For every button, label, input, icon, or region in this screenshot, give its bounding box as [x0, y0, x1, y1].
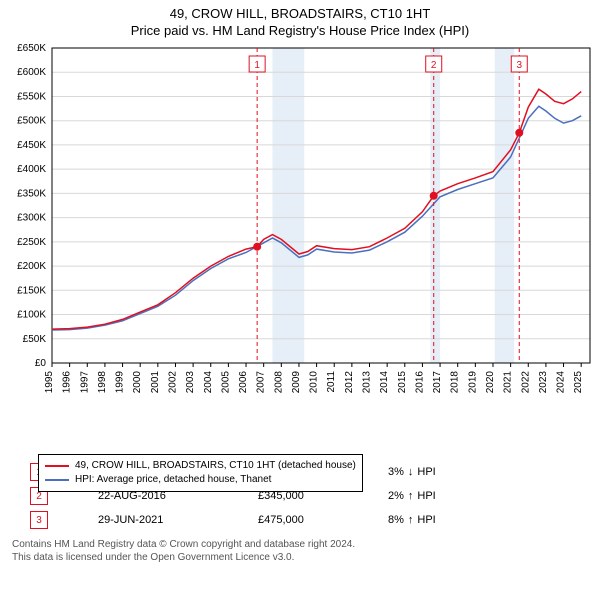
legend-label: 49, CROW HILL, BROADSTAIRS, CT10 1HT (de…	[75, 459, 356, 473]
x-tick-label: 2016	[414, 371, 425, 394]
sale-entry-hpi: 2% ↑HPI	[388, 490, 436, 502]
x-tick-label: 2011	[326, 371, 337, 393]
chart-area: £0 £50K £100K £150K £200K £250K £300K £350K £400…	[0, 38, 600, 418]
recession-band	[272, 48, 304, 363]
x-tick-label: 2001	[150, 371, 161, 394]
arrow-up-icon: ↑	[408, 490, 414, 502]
x-tick-label: 1995	[44, 371, 55, 394]
y-tick-label: £550K	[17, 91, 46, 102]
x-tick-label: 2006	[238, 371, 249, 394]
y-tick-label: £650K	[17, 43, 46, 54]
footer-line-2: This data is licensed under the Open Gov…	[12, 551, 588, 564]
sale-entry-price: £475,000	[258, 514, 338, 526]
recession-band	[495, 48, 514, 363]
price-chart: £0 £50K £100K £150K £200K £250K £300K £350K £400…	[0, 38, 600, 418]
x-tick-label: 2009	[291, 371, 302, 394]
footer-licence: Contains HM Land Registry data © Crown c…	[0, 532, 600, 564]
y-tick-label: £400K	[17, 164, 46, 175]
sale-entry-hpi: 3% ↓HPI	[388, 466, 436, 478]
x-tick-label: 2002	[167, 371, 178, 394]
y-tick-label: £200K	[17, 261, 46, 272]
x-tick-label: 1998	[97, 371, 108, 394]
title-sub: Price paid vs. HM Land Registry's House …	[0, 23, 600, 38]
sale-entry-hpi: 8% ↑HPI	[388, 514, 436, 526]
hpi-label: HPI	[417, 490, 435, 502]
x-tick-label: 2010	[309, 371, 320, 394]
x-tick-label: 2017	[432, 371, 443, 394]
hpi-pct: 3%	[388, 466, 404, 478]
y-tick-label: £100K	[17, 310, 46, 321]
sale-flag-number: 1	[254, 60, 260, 71]
x-tick-label: 2015	[397, 371, 408, 394]
arrow-down-icon: ↓	[408, 466, 414, 478]
y-tick-label: £350K	[17, 188, 46, 199]
y-tick-label: £300K	[17, 213, 46, 224]
x-tick-label: 2023	[538, 371, 549, 394]
x-tick-label: 2007	[256, 371, 267, 394]
legend-swatch	[45, 465, 69, 467]
y-tick-label: £0	[35, 358, 47, 369]
y-tick-label: £600K	[17, 67, 46, 78]
legend-swatch	[45, 479, 69, 481]
sale-marker	[430, 192, 438, 200]
sale-marker	[253, 243, 261, 251]
sale-flag-number: 3	[516, 60, 522, 71]
legend-item: HPI: Average price, detached house, Than…	[45, 473, 356, 487]
footer-line-1: Contains HM Land Registry data © Crown c…	[12, 538, 588, 551]
x-tick-label: 2003	[185, 371, 196, 394]
x-tick-label: 2000	[132, 371, 143, 394]
y-tick-label: £50K	[23, 334, 47, 345]
hpi-label: HPI	[417, 514, 435, 526]
x-tick-label: 2019	[467, 371, 478, 394]
y-tick-label: £450K	[17, 140, 46, 151]
legend: 49, CROW HILL, BROADSTAIRS, CT10 1HT (de…	[38, 454, 363, 492]
title-main: 49, CROW HILL, BROADSTAIRS, CT10 1HT	[0, 6, 600, 21]
x-tick-label: 2014	[379, 371, 390, 394]
sale-entry-date: 29-JUN-2021	[98, 514, 208, 526]
x-tick-label: 2024	[556, 371, 567, 394]
x-tick-label: 2008	[273, 371, 284, 394]
x-tick-label: 2004	[203, 371, 214, 394]
x-tick-label: 2025	[573, 371, 584, 394]
sale-entry-badge: 3	[30, 511, 48, 529]
hpi-pct: 2%	[388, 490, 404, 502]
chart-titles: 49, CROW HILL, BROADSTAIRS, CT10 1HT Pri…	[0, 0, 600, 38]
y-tick-label: £150K	[17, 285, 46, 296]
x-tick-label: 2005	[220, 371, 231, 394]
sale-entry-row: 3 29-JUN-2021 £475,000 8% ↑HPI	[0, 508, 600, 532]
x-tick-label: 2020	[485, 371, 496, 394]
legend-item: 49, CROW HILL, BROADSTAIRS, CT10 1HT (de…	[45, 459, 356, 473]
x-tick-label: 2012	[344, 371, 355, 394]
x-tick-label: 1997	[79, 371, 90, 394]
y-tick-label: £500K	[17, 116, 46, 127]
legend-label: HPI: Average price, detached house, Than…	[75, 473, 271, 487]
arrow-up-icon: ↑	[408, 514, 414, 526]
x-tick-label: 1996	[62, 371, 73, 394]
x-tick-label: 2018	[450, 371, 461, 394]
x-tick-label: 2021	[503, 371, 514, 394]
x-tick-label: 1999	[115, 371, 126, 394]
x-tick-label: 2022	[520, 371, 531, 394]
sale-marker	[515, 129, 523, 137]
x-tick-label: 2013	[362, 371, 373, 394]
sale-flag-number: 2	[431, 60, 437, 71]
y-tick-label: £250K	[17, 237, 46, 248]
hpi-label: HPI	[417, 466, 435, 478]
hpi-pct: 8%	[388, 514, 404, 526]
